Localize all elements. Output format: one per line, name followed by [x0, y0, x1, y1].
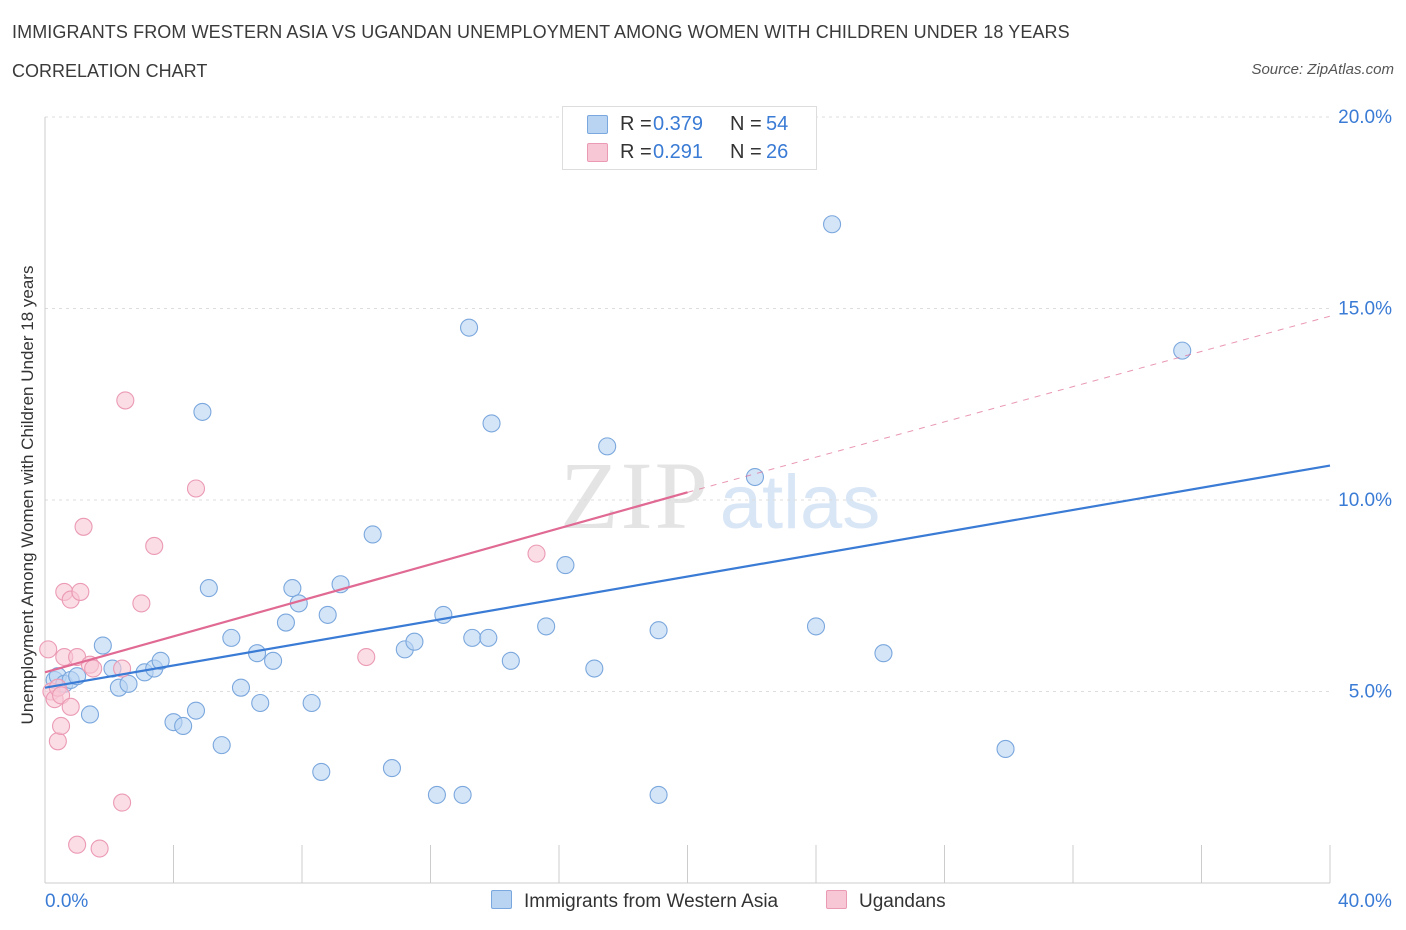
data-point — [874, 644, 893, 663]
chart-title: IMMIGRANTS FROM WESTERN ASIA VS UGANDAN … — [12, 22, 1070, 42]
data-point — [585, 659, 604, 678]
data-point — [212, 736, 231, 755]
y-tick-label: 5.0% — [1349, 682, 1392, 703]
data-point — [247, 644, 267, 663]
y-axis-label: Unemployment Among Women with Children U… — [18, 265, 37, 725]
trendline-immigrants-0 — [44, 464, 1331, 689]
y-tick-label: 10.0% — [1338, 490, 1392, 511]
source-label: Source: ZipAtlas.com — [1251, 61, 1394, 78]
data-point — [90, 839, 109, 858]
axes — [44, 117, 1331, 884]
data-point — [71, 582, 90, 601]
legend-n-value: 54 — [766, 113, 789, 135]
bottom-legend-ugandans: Ugandans — [826, 890, 946, 913]
data-point — [459, 318, 479, 337]
legend-n-label: N = — [730, 113, 762, 135]
data-point — [479, 628, 498, 647]
bottom-legend-label-immigrants: Immigrants from Western Asia — [524, 891, 779, 912]
data-point — [48, 732, 67, 751]
data-point — [363, 525, 382, 544]
data-point — [598, 437, 617, 456]
data-point — [996, 739, 1015, 759]
legend-r-value: 0.291 — [653, 141, 704, 163]
y-tick-label: 20.0% — [1338, 107, 1392, 128]
data-point — [264, 651, 283, 670]
data-point — [276, 613, 295, 632]
data-point — [116, 391, 135, 410]
y-tick-label: 15.0% — [1338, 299, 1392, 320]
legend-r-label: R = — [620, 141, 652, 163]
data-point — [556, 556, 575, 575]
data-point — [283, 579, 302, 598]
chart-subtitle: CORRELATION CHART — [12, 61, 208, 81]
bottom-legend-swatch-pink — [826, 890, 847, 909]
data-point — [119, 674, 138, 693]
data-point — [68, 835, 87, 854]
data-point — [52, 716, 71, 736]
data-point — [382, 759, 402, 778]
data-point — [39, 640, 58, 659]
data-point — [482, 414, 501, 433]
data-point — [357, 647, 376, 667]
data-point — [231, 678, 251, 697]
data-point — [537, 617, 556, 636]
data-point — [806, 617, 826, 636]
data-point — [80, 705, 100, 724]
data-point — [186, 701, 206, 720]
legend-r-value: 0.379 — [653, 113, 704, 135]
grid — [45, 116, 1330, 692]
watermark-zip: ZIP — [560, 442, 710, 549]
data-point — [132, 594, 151, 613]
data-point — [1173, 341, 1192, 360]
x-tick-label-min: 0.0% — [45, 891, 89, 912]
data-point — [312, 762, 331, 781]
data-point — [199, 579, 218, 598]
data-point — [405, 632, 424, 651]
legend-n-value: 26 — [766, 141, 789, 163]
trendlines — [44, 315, 1331, 689]
legend-n-label: N = — [730, 141, 762, 163]
data-point — [84, 659, 103, 678]
data-point — [251, 693, 270, 713]
data-point — [427, 785, 446, 804]
data-point — [463, 628, 482, 647]
x-tick-label-max: 40.0% — [1338, 891, 1392, 912]
watermark-atlas: atlas — [720, 460, 881, 545]
data-point — [222, 628, 241, 647]
data-point — [527, 544, 546, 563]
bottom-legend-swatch-blue — [491, 890, 512, 909]
legend-swatch-blue — [587, 115, 608, 134]
data-point — [745, 467, 765, 487]
data-point — [186, 479, 206, 498]
data-point — [302, 693, 321, 713]
trendline-ugandans-2 — [687, 315, 1331, 493]
data-point — [193, 402, 212, 421]
data-point — [145, 536, 164, 556]
legend-swatch-pink — [587, 143, 608, 162]
legend-r-label: R = — [620, 113, 652, 135]
data-point — [174, 716, 193, 736]
data-point — [649, 621, 668, 640]
data-point — [649, 785, 668, 804]
data-point — [501, 651, 520, 670]
data-point — [93, 636, 112, 655]
data-point — [74, 517, 93, 536]
watermark: ZIP atlas — [560, 442, 880, 549]
bottom-legend-immigrants: Immigrants from Western Asia — [491, 890, 778, 913]
data-point — [318, 605, 337, 624]
data-point — [61, 697, 80, 716]
bottom-legend-label-ugandans: Ugandans — [859, 891, 946, 912]
trendline-ugandans-1 — [44, 491, 688, 674]
y-tick-labels: 5.0% 10.0% 15.0% 20.0% — [1338, 107, 1392, 703]
data-point — [823, 215, 842, 234]
data-point — [113, 793, 132, 812]
data-point — [151, 651, 170, 670]
correlation-legend: R = 0.379 N = 54 R = 0.291 N = 26 — [562, 106, 817, 170]
data-point — [453, 785, 472, 804]
